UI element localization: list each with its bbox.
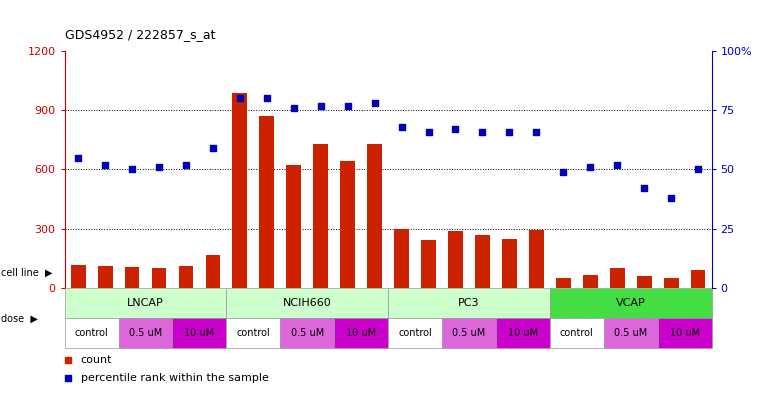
Bar: [205, 255, 221, 288]
Point: [207, 145, 219, 151]
Text: NCIH660: NCIH660: [283, 298, 332, 308]
Text: 10 uM: 10 uM: [508, 328, 538, 338]
Text: percentile rank within the sample: percentile rank within the sample: [81, 373, 269, 383]
Bar: [394, 229, 409, 288]
Bar: [583, 275, 597, 288]
Bar: [496, 318, 550, 348]
Bar: [71, 265, 85, 288]
Bar: [502, 239, 517, 288]
Bar: [664, 278, 679, 288]
Point: [692, 166, 704, 173]
Bar: [550, 288, 712, 318]
Bar: [340, 161, 355, 288]
Text: 10 uM: 10 uM: [184, 328, 215, 338]
Text: LNCAP: LNCAP: [127, 298, 164, 308]
Bar: [603, 318, 658, 348]
Text: cell line  ▶: cell line ▶: [1, 268, 53, 278]
Text: GDS4952 / 222857_s_at: GDS4952 / 222857_s_at: [65, 28, 215, 41]
Bar: [65, 288, 227, 318]
Point: [476, 129, 489, 135]
Bar: [151, 268, 167, 288]
Bar: [388, 318, 442, 348]
Text: 0.5 uM: 0.5 uM: [614, 328, 648, 338]
Bar: [442, 318, 496, 348]
Point: [288, 105, 300, 111]
Bar: [658, 318, 712, 348]
Bar: [286, 165, 301, 288]
Bar: [119, 318, 173, 348]
Bar: [227, 288, 388, 318]
Point: [368, 100, 380, 107]
Text: VCAP: VCAP: [616, 298, 645, 308]
Bar: [368, 144, 382, 288]
Text: count: count: [81, 354, 113, 365]
Point: [314, 103, 326, 109]
Bar: [637, 276, 651, 288]
Point: [557, 169, 569, 175]
Point: [584, 164, 597, 170]
Point: [422, 129, 435, 135]
Point: [180, 162, 192, 168]
Bar: [475, 235, 490, 288]
Text: control: control: [75, 328, 109, 338]
Text: PC3: PC3: [458, 298, 479, 308]
Point: [412, 98, 424, 104]
Bar: [260, 116, 274, 288]
Text: 10 uM: 10 uM: [670, 328, 699, 338]
Point: [530, 129, 543, 135]
Text: 0.5 uM: 0.5 uM: [291, 328, 324, 338]
Point: [261, 95, 273, 102]
Bar: [173, 318, 227, 348]
Bar: [227, 318, 280, 348]
Bar: [179, 266, 193, 288]
Bar: [65, 318, 119, 348]
Point: [503, 129, 515, 135]
Bar: [314, 144, 328, 288]
Text: 10 uM: 10 uM: [346, 328, 376, 338]
Text: control: control: [398, 328, 432, 338]
Bar: [556, 278, 571, 288]
Bar: [421, 240, 436, 288]
Point: [153, 164, 165, 170]
Text: control: control: [237, 328, 270, 338]
Bar: [334, 318, 388, 348]
Bar: [280, 318, 334, 348]
Point: [99, 162, 111, 168]
Bar: [529, 230, 544, 288]
Text: control: control: [560, 328, 594, 338]
Point: [665, 195, 677, 201]
Bar: [610, 268, 625, 288]
Bar: [232, 92, 247, 288]
Bar: [448, 231, 463, 288]
Text: dose  ▶: dose ▶: [1, 313, 37, 323]
Bar: [550, 318, 603, 348]
Point: [126, 166, 139, 173]
Point: [638, 185, 650, 191]
Point: [396, 124, 408, 130]
Text: 0.5 uM: 0.5 uM: [129, 328, 162, 338]
Point: [72, 154, 84, 161]
Point: [412, 261, 424, 268]
Point: [611, 162, 623, 168]
Point: [342, 103, 354, 109]
Point: [450, 126, 462, 132]
Bar: [97, 266, 113, 288]
Text: 0.5 uM: 0.5 uM: [452, 328, 486, 338]
Bar: [388, 288, 550, 318]
Bar: [691, 270, 705, 288]
Bar: [125, 267, 139, 288]
Point: [234, 95, 246, 102]
